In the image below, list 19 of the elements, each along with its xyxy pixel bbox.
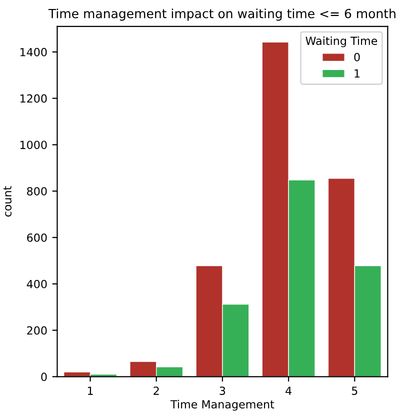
y-tick-label: 1000: [20, 140, 47, 150]
legend-label: 0: [354, 52, 360, 62]
y-tick-label: 800: [27, 187, 47, 196]
y-tick-label: 1400: [20, 48, 47, 56]
x-tick-label: 4: [286, 386, 292, 395]
x-tick-label: 2: [154, 386, 159, 395]
y-tick-label: 1200: [20, 94, 47, 103]
x-axis-title: Time Management: [170, 400, 274, 411]
x-tick-label: 3: [220, 386, 226, 395]
x-tick-label: 5: [352, 386, 358, 395]
legend-label: 1: [354, 69, 360, 78]
y-axis-title: count: [4, 186, 12, 217]
x-tick-label: 1: [88, 386, 93, 395]
y-tick-label: 600: [27, 233, 47, 242]
legend-title: Waiting Time: [306, 36, 378, 48]
chart-title: Time management impact on waiting time <= 6 month: [48, 8, 396, 21]
y-tick-label: 400: [26, 280, 47, 288]
y-tick-label: 200: [27, 326, 47, 335]
y-tick-label: 0: [41, 372, 47, 382]
